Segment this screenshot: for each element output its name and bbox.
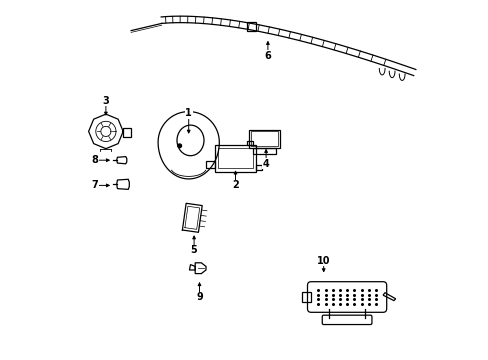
Text: 2: 2 [232, 180, 238, 190]
Text: 3: 3 [102, 96, 109, 106]
Text: 9: 9 [196, 292, 203, 302]
Text: 4: 4 [262, 159, 269, 169]
Circle shape [178, 144, 181, 148]
Text: 7: 7 [92, 180, 98, 190]
Text: 8: 8 [91, 155, 99, 165]
Text: 6: 6 [264, 51, 271, 61]
Text: 5: 5 [190, 245, 197, 255]
Text: 10: 10 [316, 256, 330, 266]
Text: 1: 1 [185, 108, 192, 118]
